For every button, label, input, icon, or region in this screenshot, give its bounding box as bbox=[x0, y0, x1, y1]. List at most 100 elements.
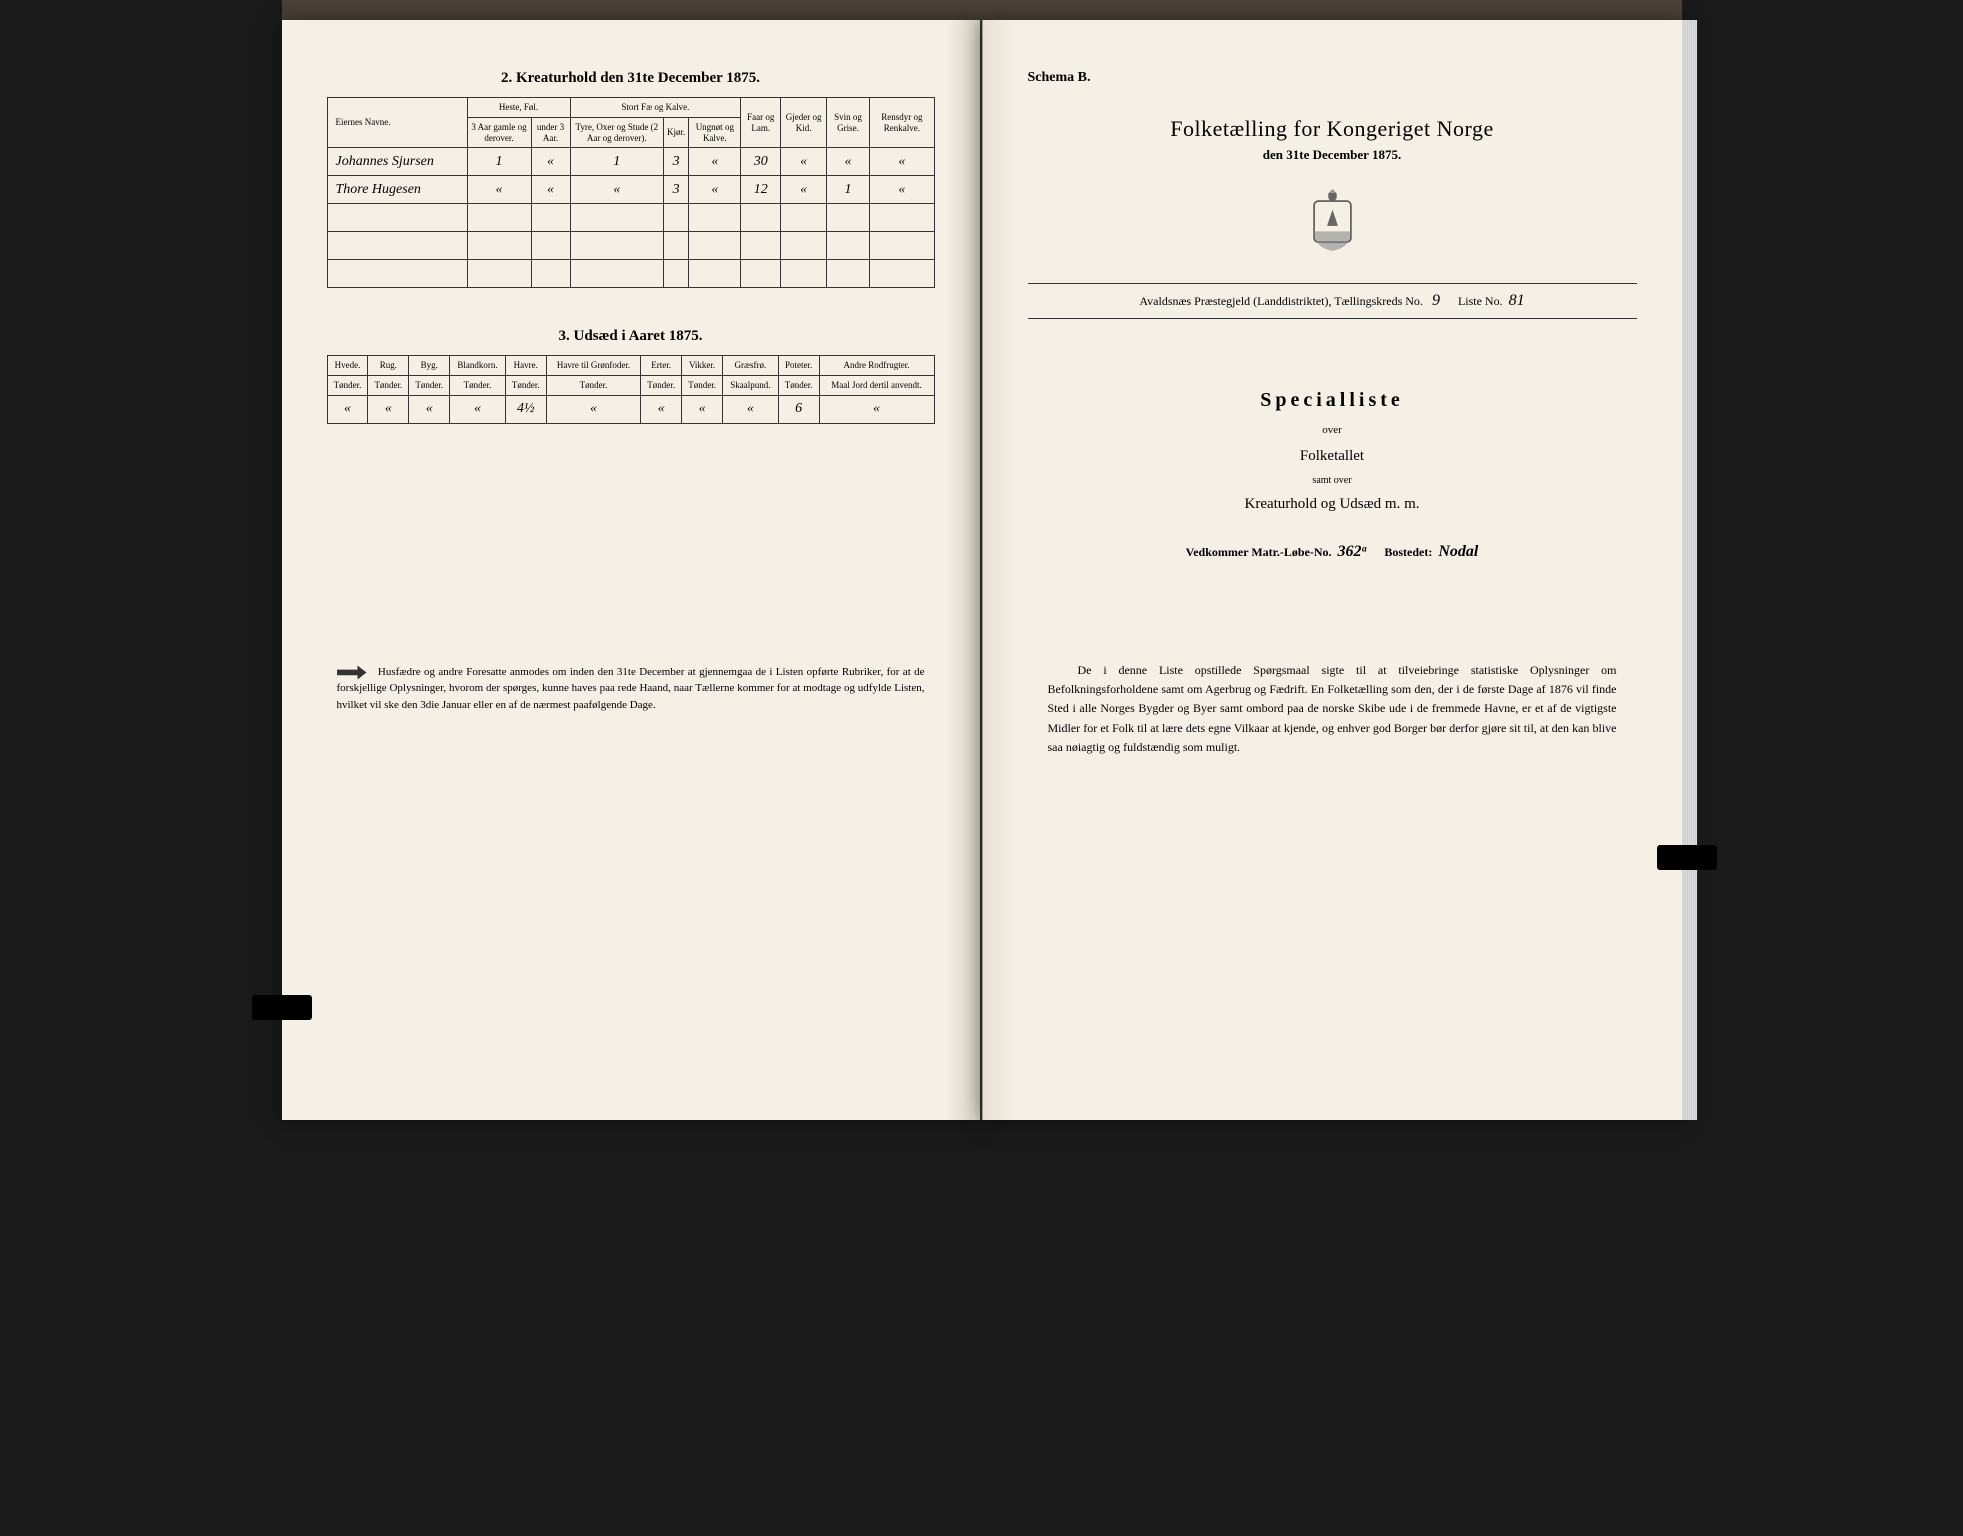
liste-label: Liste No. bbox=[1458, 294, 1503, 308]
col-faar: Faar og Lam. bbox=[741, 98, 781, 148]
col-svin: Svin og Grise. bbox=[826, 98, 869, 148]
col-havre-gr: Havre til Grønfoder. bbox=[546, 356, 640, 376]
col-graesfro: Græsfrø. bbox=[723, 356, 779, 376]
binder-bar bbox=[282, 0, 1682, 20]
seed-row: « « « « 4½ « « « « 6 « bbox=[327, 395, 934, 423]
section3-title: 3. Udsæd i Aaret 1875. bbox=[327, 328, 935, 345]
cell: 6 bbox=[778, 395, 819, 423]
cell: « bbox=[531, 148, 570, 176]
sub-title: den 31te December 1875. bbox=[1028, 147, 1637, 163]
unit: Tønder. bbox=[327, 376, 368, 396]
col-byg: Byg. bbox=[409, 356, 450, 376]
cell-name: Thore Hugesen bbox=[327, 176, 467, 204]
cell: « bbox=[870, 148, 934, 176]
page-edges bbox=[1682, 20, 1697, 1120]
col-stort: Stort Fæ og Kalve. bbox=[570, 98, 741, 118]
unit: Tønder. bbox=[409, 376, 450, 396]
left-footer-note: Husfædre og andre Foresatte anmodes om i… bbox=[327, 664, 935, 714]
cell: « bbox=[781, 176, 827, 204]
col-navne: Eiernes Navne. bbox=[327, 98, 467, 148]
schema-label: Schema B. bbox=[1028, 70, 1637, 86]
col-erter: Erter. bbox=[641, 356, 682, 376]
over-text: over bbox=[1028, 424, 1637, 436]
cell: « bbox=[641, 395, 682, 423]
samt-text: samt over bbox=[1028, 475, 1637, 486]
cell: 12 bbox=[741, 176, 781, 204]
col-stort3: Ungnøt og Kalve. bbox=[689, 117, 741, 148]
right-page: Schema B. Folketælling for Kongeriget No… bbox=[982, 20, 1682, 1120]
folketallet-text: Folketallet bbox=[1028, 448, 1637, 465]
seed-table: Hvede. Rug. Byg. Blandkorn. Havre. Havre… bbox=[327, 355, 935, 424]
right-footer-para: De i denne Liste opstillede Spørgsmaal s… bbox=[1028, 661, 1637, 757]
livestock-table: Eiernes Navne. Heste, Føl. Stort Fæ og K… bbox=[327, 97, 935, 288]
cell: 30 bbox=[741, 148, 781, 176]
col-andre: Andre Rodfrugter. bbox=[819, 356, 934, 376]
table-row: Thore Hugesen « « « 3 « 12 « 1 « bbox=[327, 176, 934, 204]
clip-right bbox=[1657, 845, 1717, 870]
col-heste: Heste, Føl. bbox=[467, 98, 570, 118]
table-row-empty bbox=[327, 204, 934, 232]
vedkommer-label: Vedkommer Matr.-Løbe-No. bbox=[1186, 545, 1332, 559]
unit: Tønder. bbox=[505, 376, 546, 396]
cell: « bbox=[781, 148, 827, 176]
unit: Tønder. bbox=[546, 376, 640, 396]
district-no: 9 bbox=[1432, 292, 1440, 309]
col-stort1: Tyre, Oxer og Stude (2 Aar og derover). bbox=[570, 117, 664, 148]
cell: « bbox=[819, 395, 934, 423]
section2-title: 2. Kreaturhold den 31te December 1875. bbox=[327, 70, 935, 87]
district-prefix: Avaldsnæs Præstegjeld (Landdistriktet), … bbox=[1139, 294, 1423, 308]
col-stort2: Kjør. bbox=[664, 117, 689, 148]
col-rug: Rug. bbox=[368, 356, 409, 376]
cell: « bbox=[870, 176, 934, 204]
unit: Tønder. bbox=[368, 376, 409, 396]
col-hvede: Hvede. bbox=[327, 356, 368, 376]
table-row: Johannes Sjursen 1 « 1 3 « 30 « « « bbox=[327, 148, 934, 176]
specialliste-title: Specialliste bbox=[1028, 389, 1637, 412]
coat-of-arms-icon bbox=[1305, 188, 1360, 253]
bostedet: Nodal bbox=[1438, 543, 1478, 560]
cell: « bbox=[409, 395, 450, 423]
bostedet-label: Bostedet: bbox=[1384, 545, 1432, 559]
cell: « bbox=[368, 395, 409, 423]
liste-no: 81 bbox=[1509, 292, 1525, 309]
col-heste1: 3 Aar gamle og derover. bbox=[467, 117, 531, 148]
livestock-tbody: Johannes Sjursen 1 « 1 3 « 30 « « « Thor… bbox=[327, 148, 934, 288]
vedkommer-line: Vedkommer Matr.-Løbe-No. 362ᵃ Bostedet: … bbox=[1028, 543, 1637, 561]
cell: « bbox=[570, 176, 664, 204]
clip-left bbox=[252, 995, 312, 1020]
kreatur-text: Kreaturhold og Udsæd m. m. bbox=[1028, 496, 1637, 513]
cell: « bbox=[689, 176, 741, 204]
cell: « bbox=[467, 176, 531, 204]
cell: « bbox=[546, 395, 640, 423]
table-row-empty bbox=[327, 260, 934, 288]
left-page: 2. Kreaturhold den 31te December 1875. E… bbox=[282, 20, 982, 1120]
matr-no: 362ᵃ bbox=[1338, 543, 1367, 560]
cell: « bbox=[682, 395, 723, 423]
cell: « bbox=[327, 395, 368, 423]
col-poteter: Poteter. bbox=[778, 356, 819, 376]
unit: Tønder. bbox=[682, 376, 723, 396]
unit: Tønder. bbox=[450, 376, 506, 396]
cell: « bbox=[723, 395, 779, 423]
col-rensdyr: Rensdyr og Renkalve. bbox=[870, 98, 934, 148]
cell: 1 bbox=[570, 148, 664, 176]
cell: « bbox=[689, 148, 741, 176]
pointer-hand-icon bbox=[337, 665, 367, 679]
cell: 4½ bbox=[505, 395, 546, 423]
footer-text: Husfædre og andre Foresatte anmodes om i… bbox=[337, 666, 925, 711]
cell: 1 bbox=[467, 148, 531, 176]
cell: 3 bbox=[664, 148, 689, 176]
cell: « bbox=[531, 176, 570, 204]
table-row-empty bbox=[327, 232, 934, 260]
unit: Maal Jord dertil anvendt. bbox=[819, 376, 934, 396]
col-blandkorn: Blandkorn. bbox=[450, 356, 506, 376]
unit: Skaalpund. bbox=[723, 376, 779, 396]
cell: 1 bbox=[826, 176, 869, 204]
unit: Tønder. bbox=[778, 376, 819, 396]
cell: 3 bbox=[664, 176, 689, 204]
book-spread: 2. Kreaturhold den 31te December 1875. E… bbox=[282, 20, 1682, 1120]
district-line: Avaldsnæs Præstegjeld (Landdistriktet), … bbox=[1028, 283, 1637, 319]
cell: « bbox=[826, 148, 869, 176]
col-gjeder: Gjeder og Kid. bbox=[781, 98, 827, 148]
unit: Tønder. bbox=[641, 376, 682, 396]
